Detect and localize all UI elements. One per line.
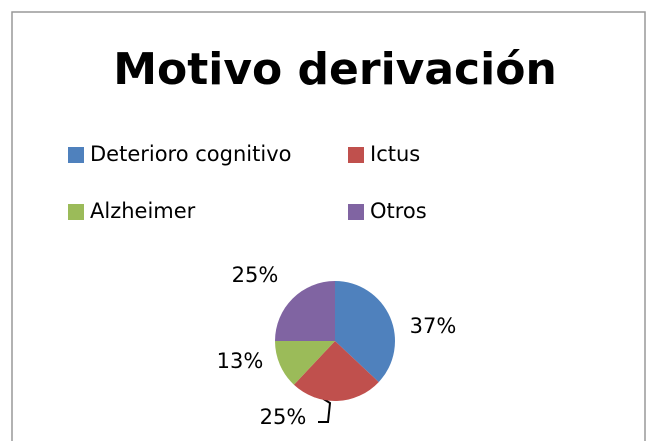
legend-swatch (68, 147, 84, 163)
pie-slice (275, 341, 335, 385)
pie-slice (335, 281, 395, 383)
chart-border (11, 11, 646, 441)
legend-label: Alzheimer (90, 199, 196, 223)
legend-swatch (68, 204, 84, 220)
legend-swatch (348, 147, 364, 163)
chart-title: Motivo derivación (113, 44, 557, 95)
legend-label: Ictus (370, 142, 420, 166)
pie-slice (293, 341, 379, 401)
legend-label: Deterioro cognitivo (90, 142, 291, 166)
data-label: 37% (410, 314, 457, 338)
legend-label: Otros (370, 199, 427, 223)
data-label: 25% (260, 405, 307, 429)
leader-line (318, 397, 332, 423)
legend-swatch (348, 204, 364, 220)
data-label: 13% (217, 349, 264, 373)
data-label: 25% (232, 263, 279, 287)
pie-slice (275, 281, 335, 341)
